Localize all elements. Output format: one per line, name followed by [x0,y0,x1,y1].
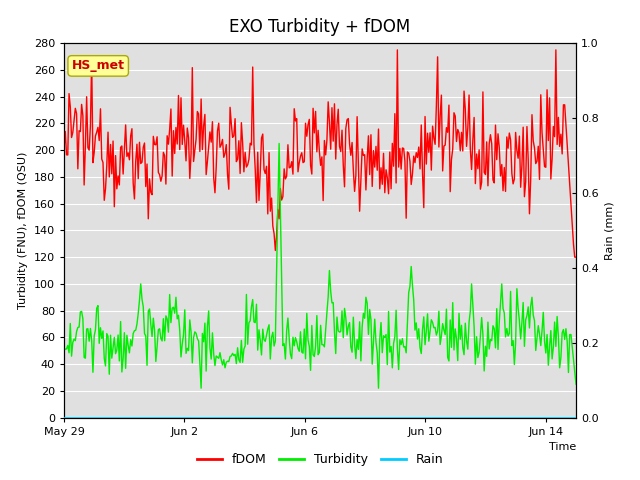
Y-axis label: Turbidity (FNU), fDOM (QSU): Turbidity (FNU), fDOM (QSU) [18,152,28,309]
Y-axis label: Rain (mm): Rain (mm) [604,201,614,260]
Text: HS_met: HS_met [72,60,125,72]
Legend: fDOM, Turbidity, Rain: fDOM, Turbidity, Rain [192,448,448,471]
X-axis label: Time: Time [548,442,576,452]
Title: EXO Turbidity + fDOM: EXO Turbidity + fDOM [229,18,411,36]
